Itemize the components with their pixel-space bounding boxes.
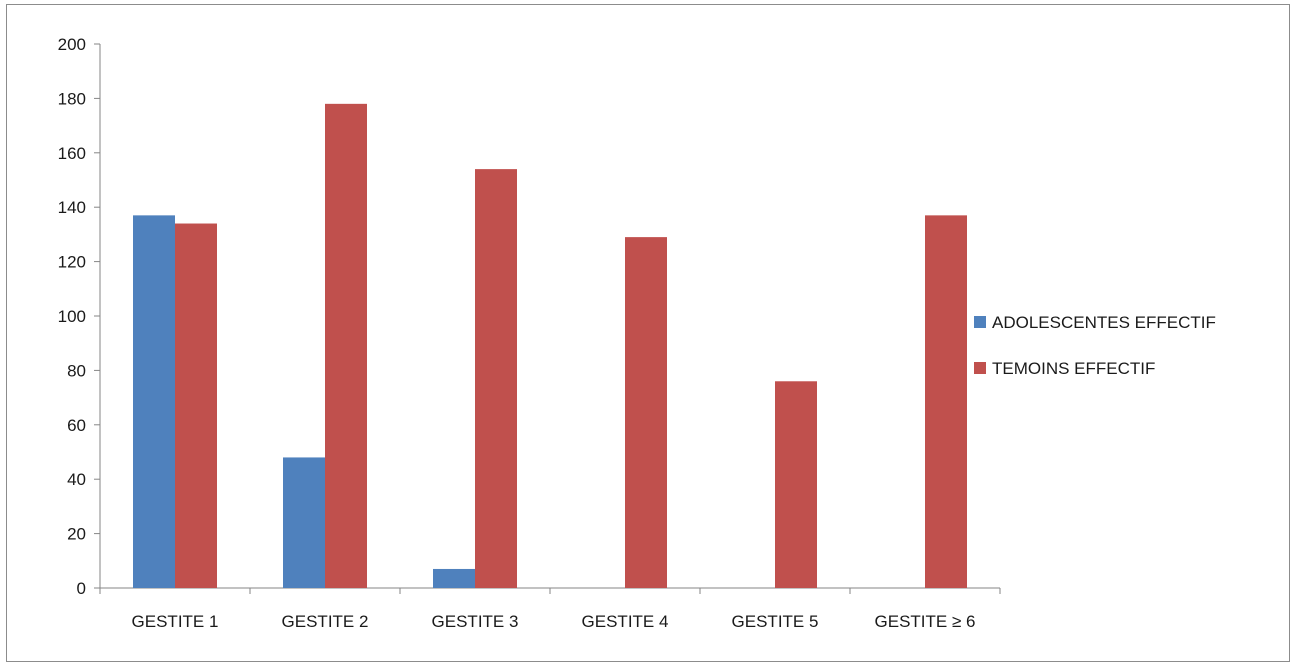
- bar-adolescentes: [133, 215, 175, 589]
- legend-label: ADOLESCENTES EFFECTIF: [992, 313, 1216, 332]
- y-tick-label: 120: [58, 253, 86, 272]
- x-category-label: GESTITE 5: [732, 612, 819, 631]
- y-tick-label: 40: [67, 470, 86, 489]
- y-tick-label: 160: [58, 144, 86, 163]
- legend-swatch: [974, 362, 986, 374]
- x-category-label: GESTITE 4: [582, 612, 669, 631]
- y-tick-label: 100: [58, 307, 86, 326]
- y-tick-label: 80: [67, 361, 86, 380]
- y-tick-label: 140: [58, 198, 86, 217]
- bar-temoins: [325, 103, 367, 588]
- y-axis: 0 20 40 60 80 100 120 140 160 180 200: [58, 35, 101, 598]
- bar-adolescentes: [433, 568, 475, 588]
- legend: ADOLESCENTES EFFECTIF TEMOINS EFFECTIF: [974, 313, 1216, 378]
- y-tick-label: 20: [67, 525, 86, 544]
- y-tick-label: 200: [58, 35, 86, 54]
- bar-temoins: [925, 215, 967, 589]
- y-tick-label: 60: [67, 416, 86, 435]
- x-category-label: GESTITE 1: [132, 612, 219, 631]
- bar-temoins: [175, 223, 217, 588]
- bar-temoins: [475, 169, 517, 588]
- bar-temoins: [625, 237, 667, 588]
- legend-swatch: [974, 316, 986, 328]
- y-tick-label: 0: [77, 579, 86, 598]
- legend-label: TEMOINS EFFECTIF: [992, 359, 1155, 378]
- x-category-label: GESTITE 2: [282, 612, 369, 631]
- x-axis: GESTITE 1 GESTITE 2 GESTITE 3 GESTITE 4 GEST…: [99, 587, 1001, 631]
- bar-adolescentes: [283, 457, 325, 588]
- x-category-label: GESTITE 3: [432, 612, 519, 631]
- y-tick-label: 180: [58, 89, 86, 108]
- x-category-label: GESTITE ≥ 6: [875, 612, 976, 631]
- bars: [133, 103, 967, 589]
- bar-temoins: [775, 381, 817, 588]
